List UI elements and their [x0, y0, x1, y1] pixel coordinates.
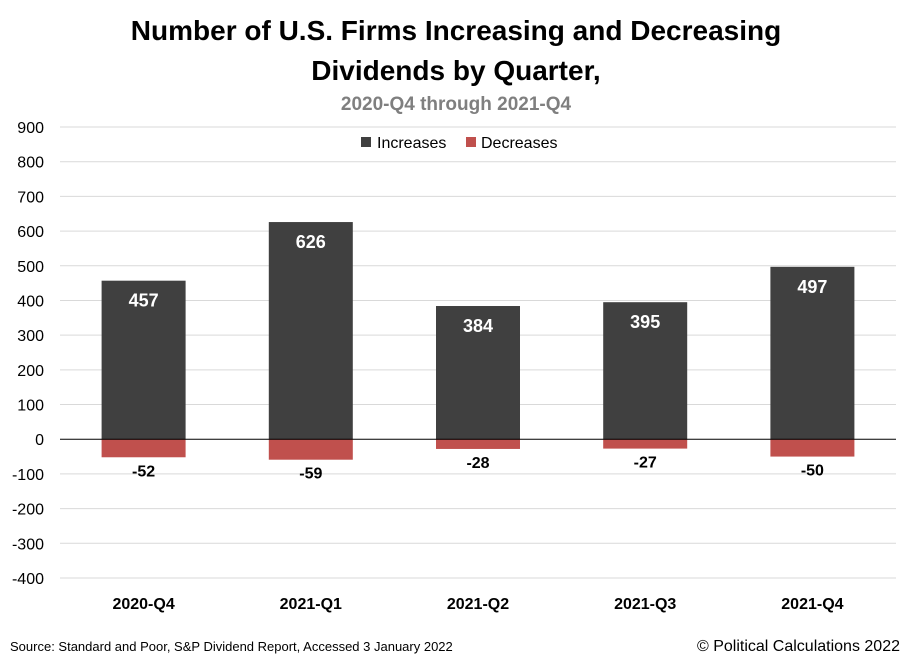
copyright-note: © Political Calculations 2022 [697, 638, 900, 655]
bar-increases [436, 306, 520, 440]
bar-increases [268, 222, 353, 440]
data-label-decreases: -28 [466, 455, 489, 472]
y-tick-label: 300 [17, 328, 44, 345]
chart-title-line-2: Dividends by Quarter, [311, 55, 600, 86]
data-label-decreases: -52 [132, 463, 155, 480]
bar-decreases [268, 439, 353, 460]
y-tick-label: 900 [17, 120, 44, 137]
bar-increases [101, 280, 186, 440]
data-label-increases: 384 [463, 316, 493, 336]
category-label: 2020-Q4 [112, 596, 174, 613]
y-tick-label: -300 [12, 536, 44, 553]
data-label-decreases: -59 [299, 466, 322, 483]
x-axis-category-labels: 2020-Q4 2021-Q1 2021-Q2 2021-Q3 2021-Q4 [112, 596, 843, 613]
data-label-decreases: -27 [634, 455, 657, 472]
gridlines [60, 126, 896, 579]
y-tick-label: 200 [17, 363, 44, 380]
bar-decreases [603, 439, 688, 449]
data-label-increases: 497 [797, 277, 827, 297]
legend-swatch-decreases [466, 137, 476, 147]
y-axis-tick-labels: 900 800 700 600 500 400 300 200 100 0 -100 -200 -300… [12, 120, 44, 588]
y-tick-label: 0 [35, 432, 44, 449]
y-tick-label: -400 [12, 571, 44, 588]
data-label-increases: 395 [630, 312, 660, 332]
bar-increases [603, 302, 688, 440]
category-label: 2021-Q2 [447, 596, 509, 613]
category-label: 2021-Q1 [280, 596, 342, 613]
data-label-decreases: -50 [801, 463, 824, 480]
y-tick-label: -100 [12, 467, 44, 484]
data-label-increases: 457 [129, 291, 159, 311]
legend-label-increases: Increases [377, 135, 446, 152]
y-tick-label: 700 [17, 189, 44, 206]
y-tick-label: 400 [17, 293, 44, 310]
y-tick-label: 100 [17, 398, 44, 415]
legend: Increases Decreases [361, 135, 557, 152]
y-tick-label: 800 [17, 155, 44, 172]
bars [101, 222, 855, 460]
chart-subtitle: 2020-Q4 through 2021-Q4 [341, 94, 572, 115]
bar-decreases [770, 439, 855, 457]
legend-label-decreases: Decreases [481, 135, 557, 152]
source-note: Source: Standard and Poor, S&P Dividend … [10, 639, 453, 654]
data-labels: 457 -52 626 -59 384 -28 395 -27 497 -50 [129, 232, 828, 483]
bar-decreases [436, 439, 520, 449]
bar-decreases [101, 439, 186, 458]
chart-title-line-1: Number of U.S. Firms Increasing and Decr… [131, 15, 781, 46]
y-tick-label: 600 [17, 224, 44, 241]
y-tick-label: -200 [12, 502, 44, 519]
bar-increases [770, 266, 855, 440]
category-label: 2021-Q4 [781, 596, 843, 613]
data-label-increases: 626 [296, 232, 326, 252]
category-label: 2021-Q3 [614, 596, 676, 613]
legend-swatch-increases [361, 137, 371, 147]
y-tick-label: 500 [17, 259, 44, 276]
